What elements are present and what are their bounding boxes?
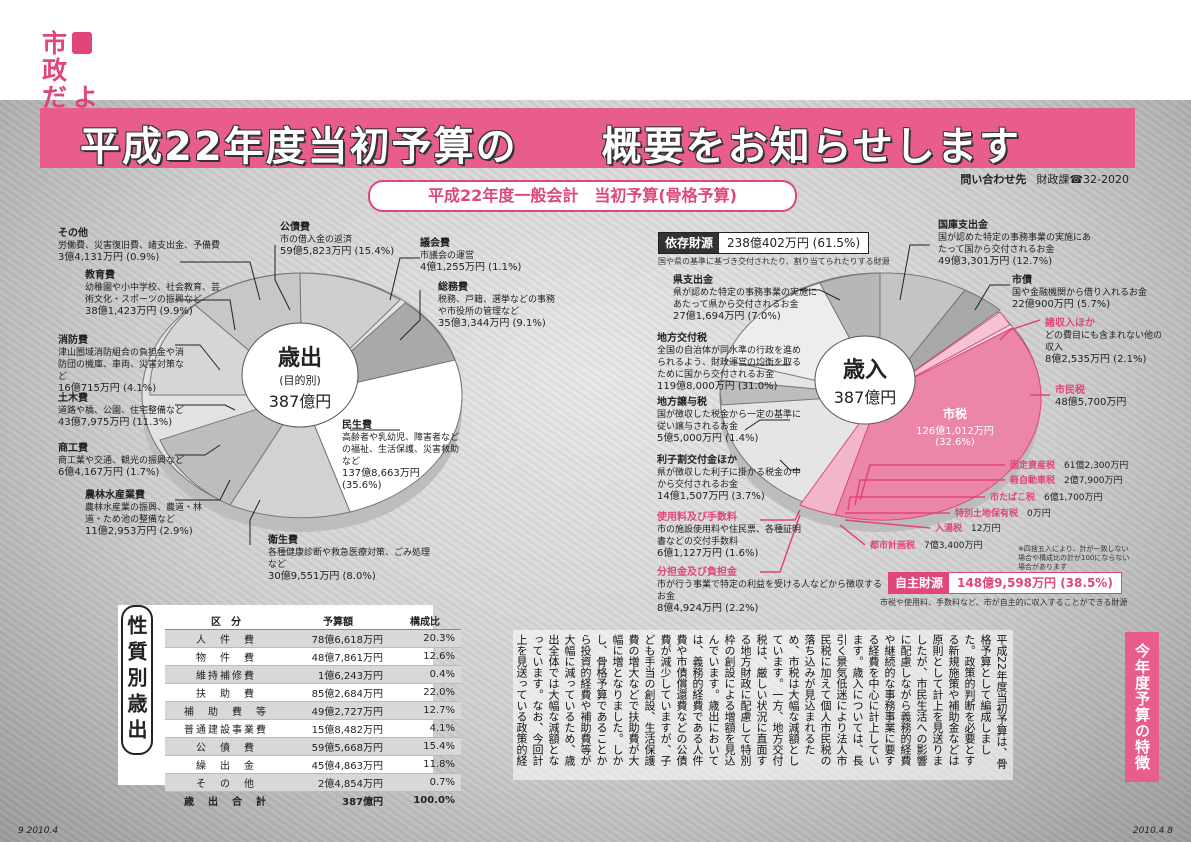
table-row: 物 件 費 48億7,861万円 12.6% xyxy=(165,647,461,666)
exp-item-minseihi: 民生費 高齢者や乳幼児、障害者などの福祉、生活保護、災害救助など 137億8,663… xyxy=(342,420,460,491)
tax-item-keijidousha: 軽自動車税 2億7,900万円 xyxy=(1010,476,1123,486)
header-area xyxy=(0,0,1191,100)
logo-mark-icon xyxy=(72,32,92,54)
table-row: 補 助 費 等 49億2,727万円 12.7% xyxy=(165,701,461,720)
table-label: 性質別歳出 xyxy=(118,605,156,755)
rev-item-shoshuunyu: 諸収入ほか どの費目にも含まれない他の収入 8億2,535万円 (2.1%) xyxy=(1045,318,1163,365)
logo: 市 政 だより xyxy=(42,29,105,138)
col-header: 構成比 xyxy=(389,612,461,630)
own-revenue-note: 市税や使用料、手数料など、市が自主的に収入することができる財源 xyxy=(880,598,1128,607)
expenditure-pie xyxy=(141,245,463,545)
page-number-right: 2010.4 8 xyxy=(1132,826,1173,836)
tax-item-nyuutou: 入湯税 12万円 xyxy=(935,524,1001,534)
rev-item-shisai: 市債 国や金融機関から借り入れるお金 22億900万円 (5.7%) xyxy=(1012,275,1148,310)
tax-item-tokubetsutochi: 特別土地保有税 0万円 xyxy=(955,509,1051,519)
table-row: 普通建設事業費 15億8,482万円 4.1% xyxy=(165,719,461,738)
tax-item-koteishisan: 固定資産税 61億2,300万円 xyxy=(1010,461,1129,471)
revenue-footnote: ※四捨五入により、計が一致しない場合や構成比の計が100にならない場合があります xyxy=(1018,545,1130,571)
page-number-left: 9 2010.4 xyxy=(18,826,59,836)
table-row: 公 債 費 59億5,668万円 15.4% xyxy=(165,737,461,756)
rev-item-buntankin: 分担金及び負担金 市が行う事業で特定の利益を受ける人などから徴収するお金 8億4,9… xyxy=(657,567,883,614)
rev-item-rishiwari: 利子割交付金ほか 県が徴収した利子に掛かる税金の中から交付されるお金 14億1,50… xyxy=(657,455,802,502)
table-row: 維持補修費 1億6,243万円 0.4% xyxy=(165,665,461,684)
rev-item-kokko: 国庫支出金 国が認めた特定の事務事業の実施にあたって国から交付されるお金 49億3,… xyxy=(938,220,1092,267)
feature-body: 平成22年度当初予算は、骨格予算として編成しました。政策的判断を必要とする新規施… xyxy=(513,630,1013,780)
table-row: 人 件 費 78億6,618万円 20.3% xyxy=(165,629,461,648)
tax-item-shiminzei: 市民税 48億5,700万円 xyxy=(1055,385,1127,408)
section-subtitle: 平成22年度一般会計 当初予算(骨格予算) xyxy=(368,180,797,212)
exp-item-shouboushi: 消防費 津山圏域消防組合の負担金や消防団の機庫、車両、災害対策など 16億715万円… xyxy=(58,335,185,394)
revenue-tax-label: 市税 126億1,012万円 (32.6%) xyxy=(916,407,994,448)
page-title: 平成22年度当初予算の 概要をお知らせします xyxy=(80,124,1021,170)
rev-item-jouyozei: 地方譲与税 国が徴収した税金から一定の基準に従い譲与されるお金 5億5,000万円 … xyxy=(657,397,802,444)
rev-item-koufuzei: 地方交付税 全国の自治体が同水準の行政を進められるよう、財政運営の均衡を取るために… xyxy=(657,333,802,392)
rev-item-shiyouryou: 使用料及び手数料 市の施設使用料や住民票、各種証明書などの交付手数料 6億1,127… xyxy=(657,512,802,559)
col-header: 予算額 xyxy=(287,612,389,630)
col-header: 区 分 xyxy=(165,612,287,630)
expenditure-center-label: 歳出 (目的別) 387億円 xyxy=(268,346,332,411)
contact-info: 問い合わせ先 財政課☎32-2020 xyxy=(960,173,1129,186)
table-row: 繰 出 金 45億4,863万円 11.8% xyxy=(165,755,461,774)
exp-item-gikaihi: 議会費 市議会の運営 4億1,255万円 (1.1%) xyxy=(420,238,522,273)
exp-item-dobokuhi: 土木費 道路や橋、公園、住宅整備など 43億7,975万円 (11.3%) xyxy=(58,393,185,428)
revenue-center-label: 歳入 387億円 xyxy=(833,358,897,407)
exp-item-kyouikuhi: 教育費 幼稚園や小中学校、社会教育、芸術文化・スポーツの振興など 38億1,423万… xyxy=(85,270,221,317)
dependent-revenue-note: 国や県の基準に基づき交付されたり、割り当てられたりする財源 xyxy=(658,257,890,266)
exp-item-nourin: 農林水産業費 農林水産業の振興、農道・林道・ため池の整備など 11億2,953万円 … xyxy=(85,490,203,537)
tax-item-tabako: 市たばこ税 6億1,700万円 xyxy=(990,493,1103,503)
dependent-revenue-badge: 依存財源 238億402万円 (61.5%) xyxy=(658,232,870,254)
table-total-row: 歳 出 合 計 387億円 100.0% xyxy=(184,795,455,808)
exp-item-eiseihi: 衛生費 各種健康診断や救急医療対策、ごみ処理など 30億9,551万円 (8.0%) xyxy=(268,535,431,582)
exp-item-soumuhi: 総務費 税務、戸籍、選挙などの事務や市役所の管理など 35億3,344万円 (9.1… xyxy=(438,282,556,329)
table-row: 扶 助 費 85億2,684万円 22.0% xyxy=(165,683,461,702)
exp-item-sonota: その他 労働費、災害復旧費、諸支出金、予備費 3億4,131万円 (0.9%) xyxy=(58,228,221,263)
revenue-pie xyxy=(719,244,1050,573)
exp-item-shoukouhi: 商工費 商工業や交通、観光の振興など 6億4,167万円 (1.7%) xyxy=(58,443,185,478)
expenditure-by-nature-table: 区 分 予算額 構成比 人 件 費 78億6,618万円 20.3% 物 件 費 48… xyxy=(165,612,461,809)
rev-item-ken: 県支出金 県が認めた特定の事務事業の実施にあたって県から交付されるお金 27億1,6… xyxy=(673,275,818,322)
table-row: そ の 他 2億4,854万円 0.7% xyxy=(165,773,461,792)
title-banner: 平成22年度当初予算の 概要をお知らせします xyxy=(40,108,1135,170)
exp-item-kousaihi: 公債費 市の借入金の返済 59億5,823万円 (15.4%) xyxy=(280,222,395,257)
tax-item-toshikeikaku: 都市計画税 7億3,400万円 xyxy=(870,541,983,551)
own-revenue-badge: 自主財源 148億9,598万円 (38.5%) xyxy=(888,572,1122,594)
feature-heading: 今年度予算の特徴 xyxy=(1125,632,1159,782)
